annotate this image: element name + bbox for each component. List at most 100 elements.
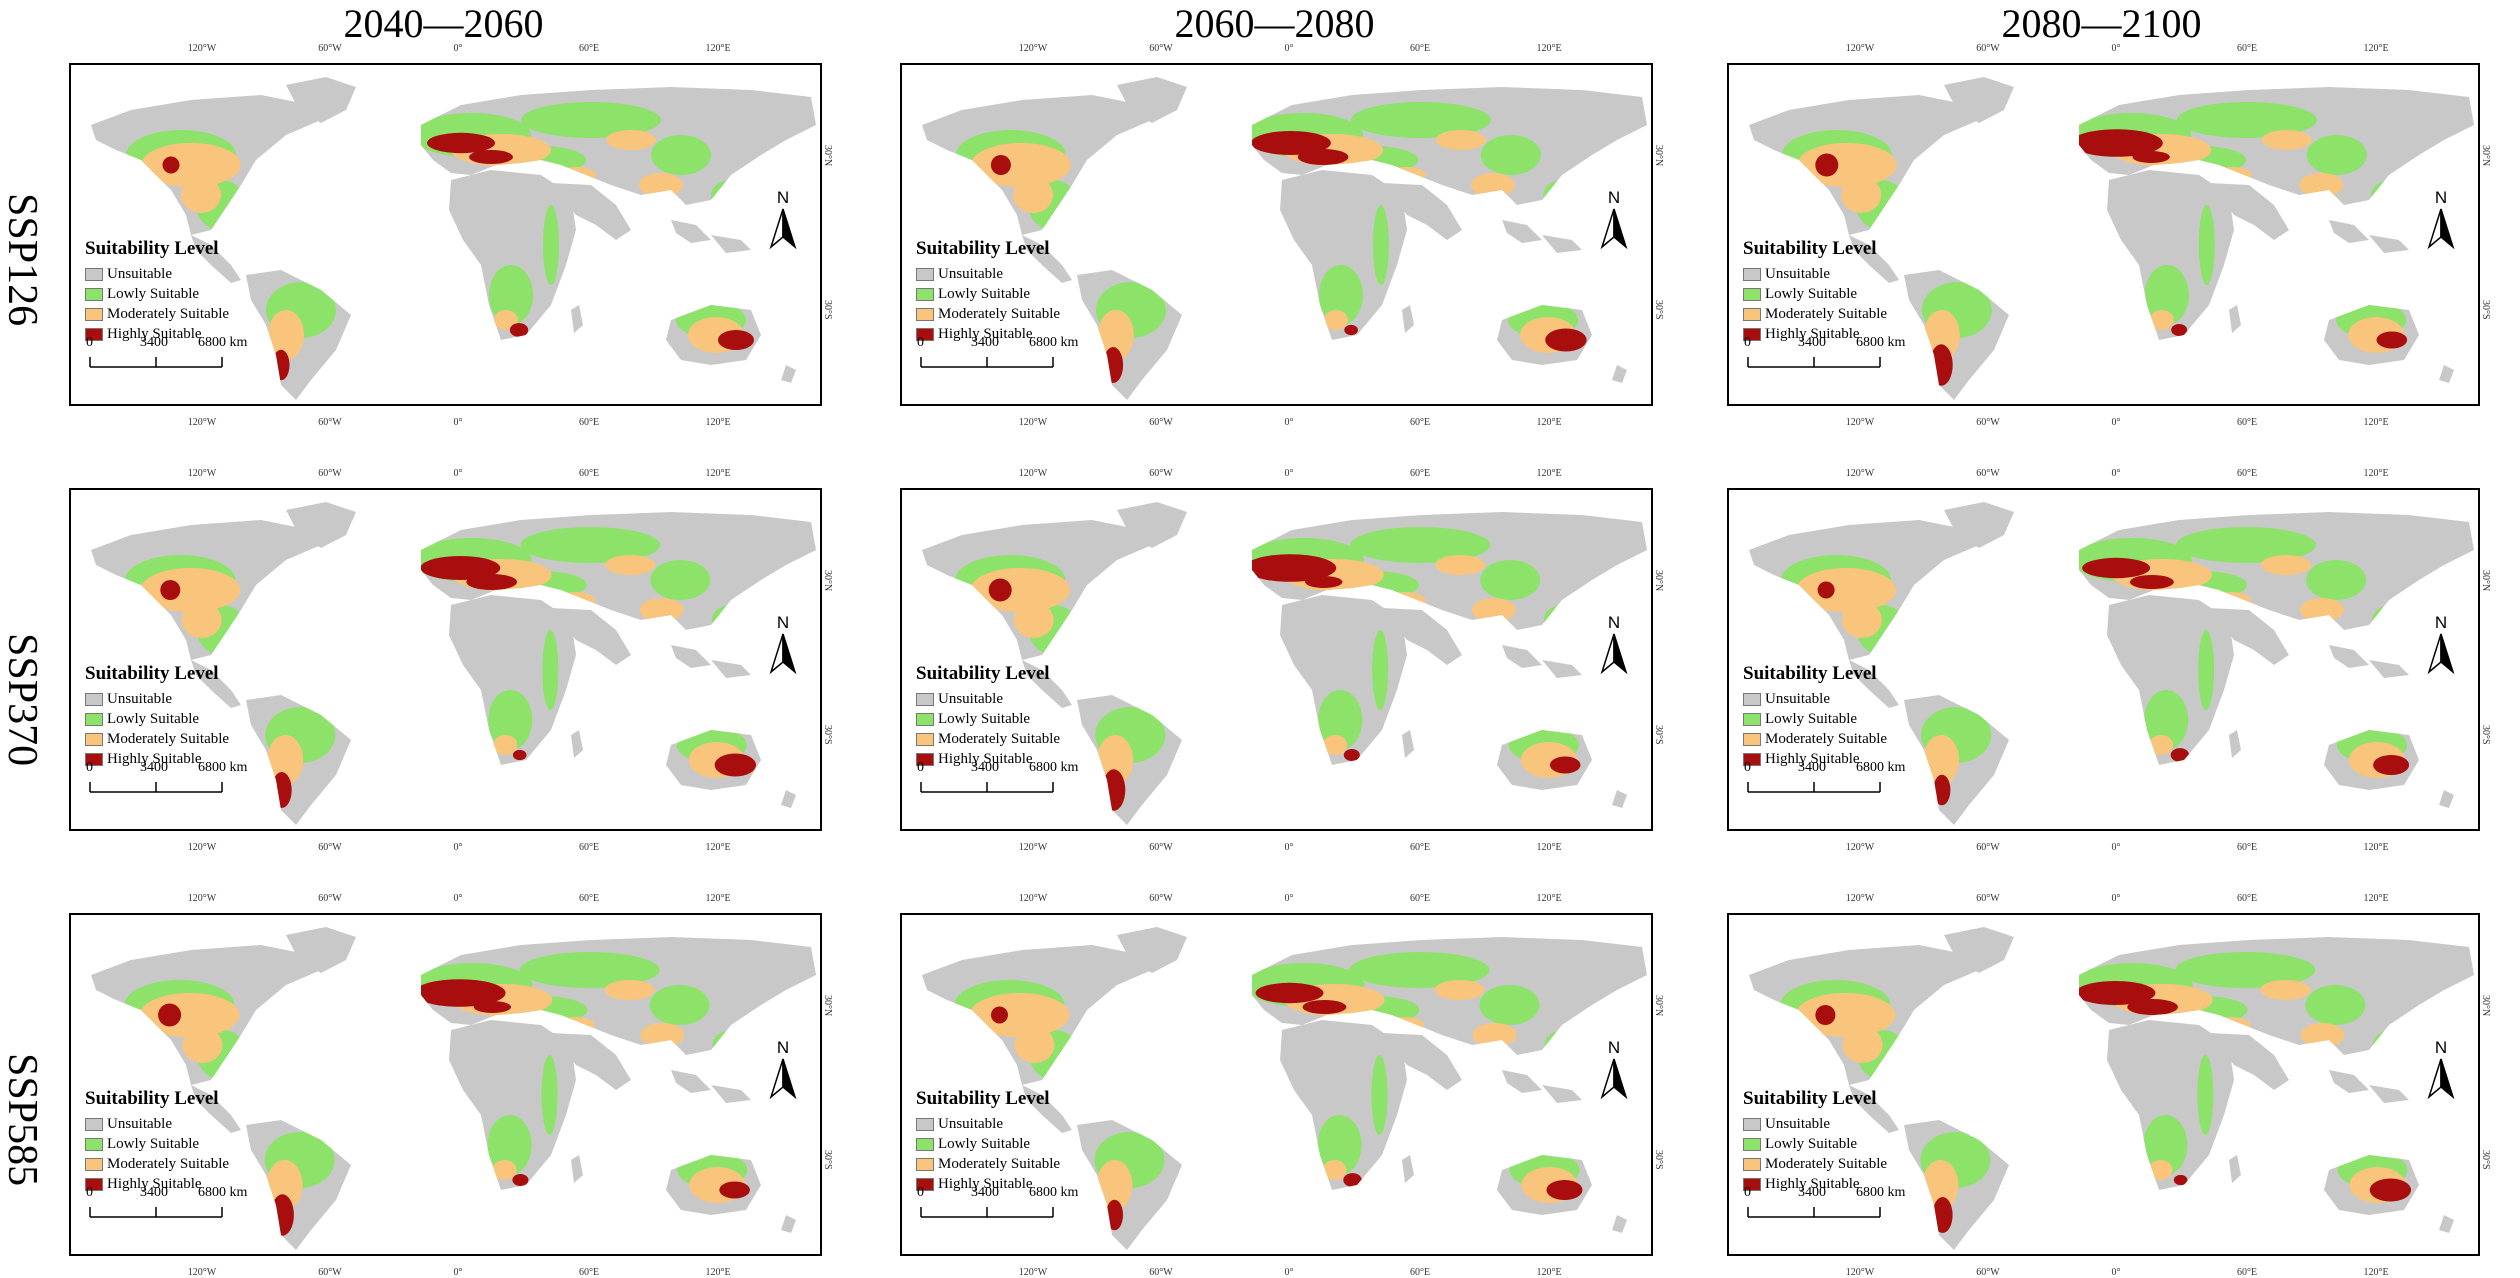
suitability-zone-high (1344, 324, 1358, 336)
legend-label: Highly Suitable (1765, 750, 1860, 767)
land-mass (2229, 1155, 2241, 1183)
legend-swatch (1743, 692, 1761, 706)
scale-bar: 0 3400 6800 km (1744, 752, 1946, 804)
lon-tick-label: 120°W (1018, 842, 1048, 853)
land-mass (1944, 927, 2014, 973)
land-mass (2229, 305, 2241, 333)
suitability-zone-high (718, 330, 754, 350)
suitability-zone-high (162, 156, 180, 174)
legend-swatch (85, 692, 103, 706)
lat-tick-label: 30°S (2480, 300, 2491, 320)
lon-tick-label: 60°E (578, 842, 600, 853)
suitability-zone-mod (2260, 980, 2311, 1000)
legend-item: Unsuitable (1743, 1114, 1887, 1134)
scale-label: 6800 km (1856, 335, 1906, 350)
legend-item: Lowly Suitable (85, 1134, 229, 1154)
north-arrow-icon: N (2423, 612, 2459, 682)
land-mass (1117, 77, 1187, 123)
legend-swatch (916, 692, 934, 706)
suitability-zone-low (1480, 560, 1541, 600)
north-arrow-icon: N (2423, 187, 2459, 257)
lon-tick-label: 120°E (1536, 893, 1562, 904)
lon-tick-label: 60°W (318, 1267, 342, 1278)
scale-bar: 0 3400 6800 km (917, 327, 1119, 379)
scale-label: 6800 km (1856, 760, 1906, 775)
legend-item: Unsuitable (1743, 264, 1887, 284)
suitability-zone-high (2070, 129, 2163, 157)
lat-tick-label: 30°S (2480, 1150, 2491, 1170)
north-arrow-icon: N (2423, 1037, 2459, 1107)
lon-tick-label: 60°W (318, 417, 342, 428)
legend-swatch (85, 1157, 103, 1171)
suitability-zone-mod (2211, 592, 2252, 608)
legend-swatch (916, 1177, 934, 1191)
legend-label: Lowly Suitable (1765, 710, 1858, 727)
legend-label: Highly Suitable (1765, 1175, 1860, 1192)
legend-swatch (1743, 1137, 1761, 1151)
north-arrow-icon: N (765, 187, 801, 257)
land-mass (1502, 645, 1582, 678)
scale-label: 6800 km (1029, 760, 1079, 775)
suitability-zone-low (2143, 1115, 2188, 1175)
legend-label: Moderately Suitable (938, 1155, 1061, 1172)
legend-label: Highly Suitable (1765, 325, 1860, 342)
suitability-zone-high (427, 132, 495, 154)
legend-item: Moderately Suitable (85, 729, 229, 749)
scale-label: 6800 km (198, 1185, 248, 1200)
lon-tick-label: 120°E (705, 842, 731, 853)
land-mass (1612, 365, 1627, 383)
legend-label: Unsuitable (938, 690, 1003, 707)
legend-swatch (85, 327, 103, 341)
scale-label: 0 (86, 760, 93, 775)
lon-tick-label: 120°E (1536, 1267, 1562, 1278)
land-mass (191, 235, 241, 283)
suitability-zone-low (1318, 690, 1363, 750)
land-mass (2329, 220, 2409, 253)
suitability-zone-mod (1385, 592, 1426, 608)
land-mass (286, 927, 356, 973)
suitability-zone-low (1350, 102, 1491, 138)
suitability-zone-low (712, 1030, 753, 1060)
legend-title: Suitability Level (85, 1088, 219, 1109)
land-mass (2439, 1215, 2454, 1233)
suitability-zone-mod (1323, 735, 1348, 755)
lon-tick-label: 60°W (1976, 893, 2000, 904)
north-arrow-icon: N (1596, 612, 1632, 682)
map-panel-ssp585-3: 120°W 120°W 60°W 60°W 0° 0° 60°E 60°E 120°E 120°E… (1727, 893, 2491, 1278)
lon-tick-label: 60°W (1976, 43, 2000, 54)
suitability-zone-high (154, 616, 170, 644)
north-arrow-icon: N (765, 612, 801, 682)
lon-tick-label: 120°W (1018, 893, 1048, 904)
lat-tick-label: 30°N (822, 145, 833, 167)
legend-label: Moderately Suitable (1765, 730, 1888, 747)
lon-tick-label: 0° (453, 842, 463, 853)
suitability-zone-mod (970, 568, 1071, 612)
lon-tick-label: 120°W (1845, 842, 1875, 853)
lon-tick-label: 120°E (2363, 417, 2389, 428)
suitability-zone-low (488, 690, 533, 750)
lon-tick-label: 120°W (1845, 468, 1875, 479)
lon-tick-label: 60°E (578, 893, 600, 904)
land-mass (1117, 502, 1187, 548)
lon-tick-label: 120°W (1845, 893, 1875, 904)
land-mass (2209, 608, 2289, 665)
svg-text:N: N (1608, 1038, 1620, 1057)
lon-tick-label: 120°E (2363, 43, 2389, 54)
legend: Suitability Level Unsuitable Lowly Suitabl… (916, 1088, 1060, 1194)
suitability-zone-mod (1796, 568, 1897, 612)
legend-swatch (1743, 327, 1761, 341)
lon-tick-label: 60°E (578, 1267, 600, 1278)
suitability-zone-mod (1472, 1023, 1517, 1047)
scale-bar: 0 3400 6800 km (1744, 1177, 1946, 1229)
lon-tick-label: 0° (453, 893, 463, 904)
legend: Suitability Level Unsuitable Lowly Suitabl… (1743, 238, 1887, 344)
suitability-zone-high (981, 1036, 1002, 1074)
suitability-zone-mod (1842, 1027, 1883, 1063)
lon-tick-label: 60°E (2236, 417, 2258, 428)
suitability-zone-mod (1841, 177, 1882, 213)
suitability-zone-high (719, 1181, 750, 1199)
suitability-zone-low (1349, 952, 1490, 988)
suitability-zone-mod (1435, 130, 1486, 150)
legend-label: Lowly Suitable (938, 1135, 1031, 1152)
scale-label: 3400 (140, 760, 168, 775)
